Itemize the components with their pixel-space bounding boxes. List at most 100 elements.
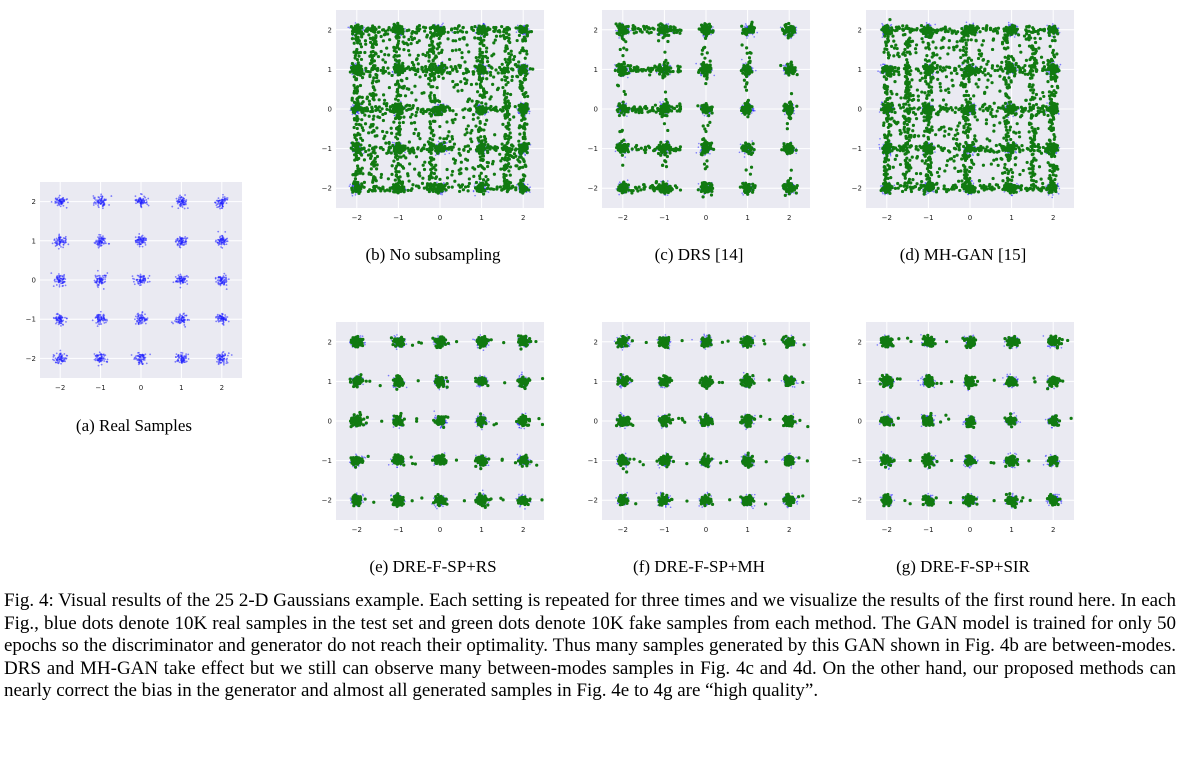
real-sample-point: [184, 236, 187, 238]
fake-sample-point: [517, 167, 521, 171]
real-sample-point: [60, 362, 62, 365]
real-sample-point: [63, 280, 66, 283]
real-sample-point: [100, 363, 103, 366]
real-sample-point: [183, 324, 186, 326]
fake-sample-point: [371, 45, 375, 50]
real-sample-point: [351, 113, 354, 116]
real-sample-point: [223, 197, 226, 200]
fake-sample-point: [431, 50, 436, 54]
real-sample-point: [225, 360, 228, 363]
fake-sample-point: [518, 51, 522, 55]
real-sample-point: [222, 275, 225, 277]
real-sample-point: [225, 288, 228, 291]
real-sample-point: [59, 318, 62, 321]
real-sample-point: [472, 190, 475, 193]
fake-sample-point: [433, 113, 438, 117]
real-sample-point: [527, 28, 530, 30]
fake-sample-point: [355, 126, 359, 131]
real-sample-point: [100, 244, 103, 247]
real-sample-point: [97, 204, 100, 207]
fake-sample-point: [436, 151, 440, 155]
real-sample-point: [225, 197, 228, 200]
real-sample-point: [62, 239, 65, 242]
real-sample-point: [148, 274, 151, 277]
real-sample-point: [222, 320, 225, 323]
fake-sample-point: [354, 122, 358, 126]
real-sample-point: [65, 317, 68, 320]
real-sample-point: [174, 275, 177, 278]
real-sample-point: [517, 111, 519, 113]
real-sample-point: [222, 276, 225, 279]
real-sample-point: [54, 357, 57, 360]
real-sample-point: [60, 322, 62, 325]
real-sample-point: [100, 278, 103, 281]
fake-sample-point: [393, 155, 398, 159]
real-sample-point: [222, 354, 225, 357]
real-sample-point: [62, 244, 65, 246]
real-sample-point: [97, 359, 99, 361]
real-sample-point: [57, 196, 60, 199]
fake-sample-point: [358, 42, 363, 46]
real-sample-point: [61, 355, 63, 358]
real-sample-point: [223, 241, 226, 243]
real-sample-point: [181, 279, 184, 282]
fake-sample-point: [528, 67, 532, 71]
real-sample-point: [57, 356, 59, 359]
real-sample-point: [182, 199, 185, 202]
real-sample-point: [58, 315, 60, 318]
real-sample-point: [175, 280, 178, 283]
real-sample-point: [183, 277, 185, 280]
real-sample-point: [357, 112, 359, 115]
real-sample-point: [95, 199, 97, 202]
real-sample-point: [177, 353, 180, 356]
real-sample-point: [101, 196, 104, 199]
real-sample-point: [148, 280, 151, 283]
real-sample-point: [444, 153, 446, 156]
real-sample-point: [184, 194, 186, 196]
real-sample-point: [222, 205, 224, 208]
fake-sample-point: [352, 41, 356, 45]
fake-sample-point: [440, 183, 444, 188]
real-sample-point: [101, 195, 104, 198]
fake-sample-point: [478, 174, 482, 178]
real-sample-point: [144, 242, 147, 244]
real-sample-point: [104, 276, 107, 279]
real-samples-series: [50, 193, 233, 367]
fake-sample-point: [396, 98, 400, 102]
real-sample-point: [179, 242, 182, 245]
real-sample-point: [145, 318, 148, 320]
real-sample-point: [97, 201, 100, 204]
real-sample-point: [230, 354, 233, 356]
fake-sample-point: [507, 161, 511, 166]
real-sample-point: [183, 312, 185, 315]
real-sample-point: [137, 322, 140, 325]
real-sample-point: [178, 320, 180, 323]
real-sample-point: [434, 154, 437, 156]
real-sample-point: [64, 235, 67, 238]
real-sample-point: [142, 198, 144, 201]
real-sample-point: [140, 361, 143, 364]
real-sample-point: [63, 237, 66, 240]
real-sample-point: [134, 240, 137, 243]
real-sample-point: [221, 207, 224, 210]
fake-sample-point: [478, 155, 482, 159]
real-sample-point: [184, 240, 187, 242]
real-sample-point: [108, 204, 110, 206]
real-sample-point: [145, 201, 148, 203]
real-sample-point: [55, 280, 58, 283]
real-sample-point: [216, 360, 218, 363]
real-sample-point: [62, 246, 65, 249]
fake-sample-point: [392, 55, 396, 59]
real-sample-point: [181, 277, 183, 279]
real-sample-point: [225, 243, 228, 246]
real-sample-point: [60, 200, 63, 203]
real-sample-point: [92, 204, 95, 206]
real-sample-point: [516, 184, 518, 186]
real-sample-point: [93, 241, 96, 244]
real-sample-point: [187, 358, 190, 360]
real-sample-point: [104, 318, 107, 321]
fake-sample-point: [362, 146, 366, 150]
fake-sample-point: [478, 121, 482, 125]
real-sample-point: [55, 237, 58, 240]
real-sample-point: [487, 111, 490, 114]
